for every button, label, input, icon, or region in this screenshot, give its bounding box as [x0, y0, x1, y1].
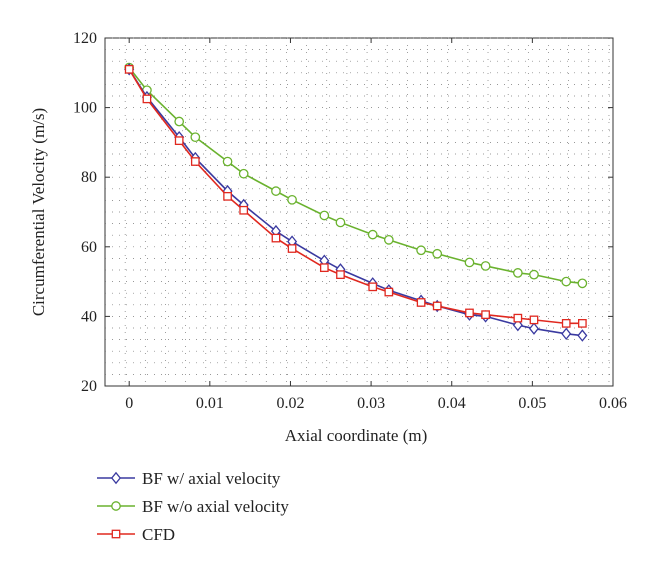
data-point [222, 156, 233, 167]
data-point [561, 327, 572, 341]
data-point [190, 132, 201, 143]
series-layer [124, 62, 588, 342]
data-point [432, 301, 442, 311]
legend: BF w/ axial velocity BF w/o axial velocit… [97, 469, 289, 544]
data-point [528, 322, 540, 335]
x-tick-label: 0.04 [438, 395, 466, 412]
series-2 [124, 64, 587, 328]
legend-label: BF w/ axial velocity [142, 469, 281, 488]
x-tick-label: 0.01 [196, 395, 224, 412]
data-point [336, 270, 345, 279]
data-point [529, 315, 539, 325]
axis-ticks: 0 0.01 0.02 0.03 0.04 0.05 0.06 20 40 60 80 100 120 [73, 30, 627, 412]
data-point [190, 157, 200, 166]
data-point [513, 313, 523, 323]
y-tick-label: 120 [73, 30, 97, 47]
x-tick-label: 0.03 [357, 395, 385, 412]
data-point [368, 282, 378, 292]
data-point [578, 319, 587, 328]
data-point [480, 261, 491, 271]
data-point [239, 205, 249, 215]
plot-frame [104, 37, 614, 387]
series-line [128, 67, 583, 285]
x-tick-label: 0 [125, 395, 133, 412]
y-tick-label: 100 [73, 100, 97, 117]
data-point [577, 329, 588, 342]
data-point [238, 168, 249, 179]
data-point [223, 191, 232, 201]
data-point [512, 318, 523, 332]
x-tick-label: 0.02 [276, 395, 304, 412]
y-tick-label: 80 [81, 169, 97, 186]
legend-marker [111, 501, 121, 511]
x-axis-label: Axial coordinate (m) [285, 426, 428, 445]
data-point [174, 116, 185, 127]
series-line [128, 68, 583, 325]
y-axis-label: Circumferential Velocity (m/s) [29, 108, 48, 316]
data-point [383, 234, 394, 245]
legend-marker [110, 471, 122, 485]
legend-marker [111, 529, 121, 539]
data-point [577, 278, 588, 289]
data-point [174, 136, 184, 146]
y-tick-label: 20 [81, 378, 97, 395]
data-point [271, 186, 281, 196]
series-line [128, 68, 583, 337]
data-point [271, 233, 281, 243]
data-point [287, 194, 297, 205]
data-point [481, 310, 490, 320]
legend-label: BF w/o axial velocity [142, 497, 289, 516]
x-tick-label: 0.06 [599, 395, 627, 412]
data-point [465, 308, 474, 318]
data-point [287, 244, 297, 253]
x-tick-label: 0.05 [518, 395, 546, 412]
data-point [367, 229, 378, 240]
data-point [124, 64, 134, 74]
data-point [319, 210, 330, 221]
data-point [432, 248, 443, 259]
data-point [529, 269, 539, 280]
data-point [319, 263, 329, 273]
data-point [416, 245, 426, 256]
legend-label: CFD [142, 525, 175, 544]
data-point [335, 217, 346, 228]
data-point [561, 319, 571, 328]
y-tick-label: 40 [81, 308, 97, 325]
data-point [416, 298, 426, 307]
data-point [142, 94, 152, 104]
data-point [464, 257, 475, 268]
data-point [384, 287, 394, 297]
data-point [561, 276, 572, 287]
y-tick-label: 60 [81, 239, 97, 256]
data-point [513, 268, 523, 278]
grid [105, 37, 613, 386]
